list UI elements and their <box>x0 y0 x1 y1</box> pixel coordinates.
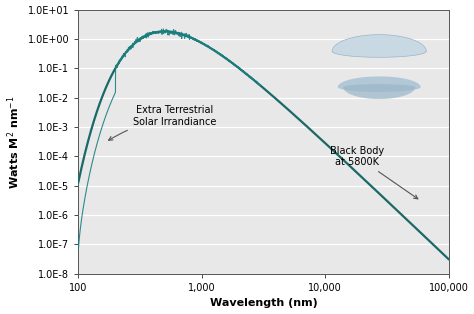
X-axis label: Wavelength (nm): Wavelength (nm) <box>210 298 317 308</box>
Polygon shape <box>337 76 421 92</box>
Polygon shape <box>343 84 415 99</box>
Text: Extra Terrestrial
Solar Irrandiance: Extra Terrestrial Solar Irrandiance <box>109 105 216 140</box>
Polygon shape <box>332 35 426 57</box>
Y-axis label: Watts M$^2$ nm$^{-1}$: Watts M$^2$ nm$^{-1}$ <box>6 95 22 188</box>
Text: Black Body
at 5800K: Black Body at 5800K <box>329 146 418 199</box>
